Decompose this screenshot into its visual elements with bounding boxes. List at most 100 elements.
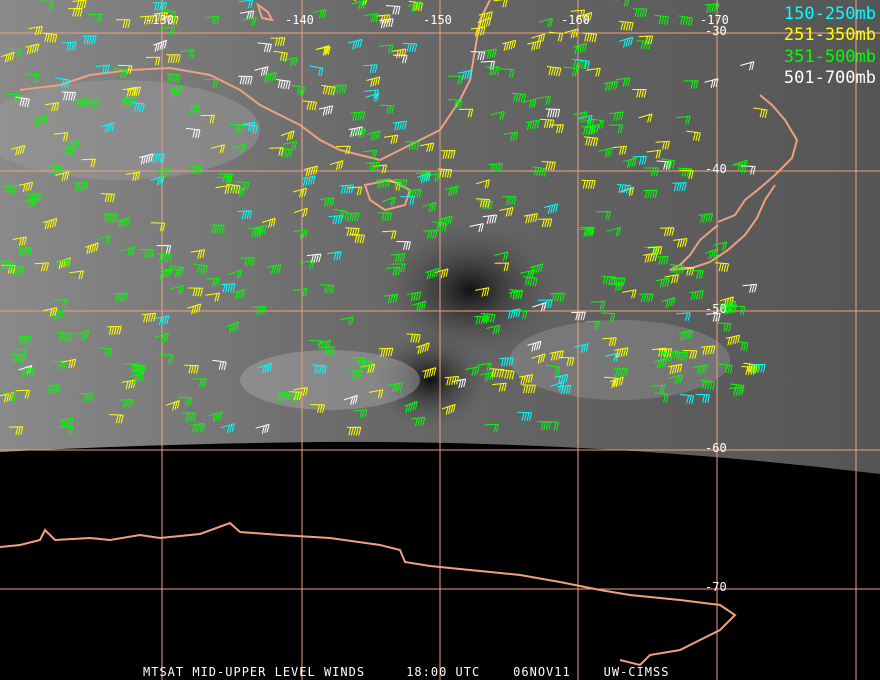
- wind-barb: [732, 164, 747, 174]
- wind-barb: [366, 130, 381, 141]
- wind-barb: [664, 350, 679, 360]
- wind-barb: [126, 86, 141, 97]
- wind-barb: [676, 312, 691, 322]
- wind-barb: [309, 65, 324, 77]
- wind-barb: [2, 184, 17, 195]
- wind-barb: [653, 357, 668, 369]
- wind-barb: [375, 178, 391, 189]
- wind-barb: [743, 362, 758, 374]
- wind-barb: [329, 160, 344, 171]
- wind-barb: [480, 313, 496, 323]
- wind-barb: [537, 218, 553, 228]
- wind-barb: [343, 394, 358, 406]
- wind-barb: [477, 362, 492, 372]
- wind-barb: [584, 124, 600, 135]
- dry-slot: [380, 220, 560, 360]
- wind-barb: [377, 212, 393, 222]
- wind-barb: [523, 213, 538, 224]
- wind-barb: [751, 363, 766, 373]
- latitude-label: -40: [705, 162, 727, 176]
- wind-barb: [169, 84, 184, 97]
- wind-barb: [84, 242, 99, 255]
- wind-barb: [415, 342, 430, 355]
- wind-barb: [425, 267, 440, 280]
- wind-barb: [667, 363, 683, 375]
- wind-barb: [660, 158, 676, 169]
- wind-barb: [559, 356, 575, 367]
- wind-barb: [188, 287, 203, 297]
- wind-barb: [25, 43, 40, 55]
- wind-barb: [351, 0, 366, 10]
- wind-barb: [364, 89, 379, 99]
- wind-barb: [704, 248, 719, 260]
- wind-barb: [139, 153, 154, 165]
- wind-barb: [712, 241, 728, 251]
- wind-barb: [554, 374, 569, 385]
- wind-barb: [458, 108, 474, 118]
- wind-barb: [292, 187, 307, 198]
- wind-barb: [673, 238, 688, 248]
- wind-barb: [400, 196, 415, 205]
- wind-barb: [306, 253, 322, 264]
- wind-barb: [638, 113, 653, 123]
- wind-barb: [212, 359, 227, 371]
- wind-barb: [55, 77, 70, 89]
- wind-barb: [61, 91, 77, 101]
- wind-barb: [339, 184, 354, 194]
- wind-barb: [20, 367, 35, 378]
- wind-barb: [494, 251, 509, 261]
- wind-barb: [119, 399, 134, 408]
- wind-barb: [407, 0, 422, 13]
- cloud-band: [240, 350, 420, 410]
- wind-barb: [251, 305, 267, 316]
- wind-barb: [320, 284, 335, 294]
- wind-barb: [116, 217, 131, 229]
- wind-barb: [392, 178, 408, 189]
- wind-barb: [235, 181, 250, 191]
- wind-barb: [293, 387, 309, 397]
- wind-barb: [574, 343, 589, 354]
- wind-barb: [550, 292, 565, 302]
- wind-barb: [742, 283, 758, 293]
- wind-barb: [225, 321, 240, 333]
- wind-barb: [241, 121, 256, 132]
- wind-barb: [706, 312, 721, 322]
- wind-barb: [221, 283, 236, 293]
- wind-barb: [423, 229, 438, 239]
- wind-barb: [100, 122, 115, 133]
- wind-barb: [285, 392, 300, 403]
- wind-barb: [362, 149, 378, 159]
- wind-barb: [700, 379, 716, 390]
- wind-barb: [336, 145, 351, 155]
- wind-barb: [59, 417, 74, 429]
- wind-barb: [109, 414, 124, 424]
- wind-barb: [647, 246, 663, 256]
- wind-barb: [579, 227, 594, 238]
- wind-barb: [689, 270, 704, 279]
- wind-barb: [523, 276, 538, 287]
- wind-barb: [82, 35, 97, 45]
- wind-barb: [388, 382, 403, 393]
- wind-barb: [185, 105, 201, 115]
- wind-barb: [165, 268, 181, 278]
- wind-barb: [608, 124, 624, 134]
- wind-barb: [34, 262, 49, 272]
- wind-barb: [357, 360, 372, 370]
- wind-barb: [187, 165, 203, 175]
- wind-barb: [613, 368, 629, 378]
- longitude-label: -170: [700, 13, 729, 27]
- wind-barb: [121, 379, 136, 390]
- wind-barb: [372, 164, 388, 174]
- wind-barb: [434, 268, 449, 279]
- wind-barb: [321, 84, 336, 96]
- wind-barb: [169, 285, 184, 295]
- wind-barb: [546, 66, 562, 77]
- wind-barb: [72, 0, 87, 9]
- wind-barb: [682, 350, 698, 359]
- wind-barb: [489, 368, 505, 378]
- wind-barb: [522, 98, 537, 109]
- legend-351-500mb: 351-500mb: [783, 47, 876, 67]
- wind-barb: [0, 260, 15, 271]
- wind-barb: [725, 334, 741, 346]
